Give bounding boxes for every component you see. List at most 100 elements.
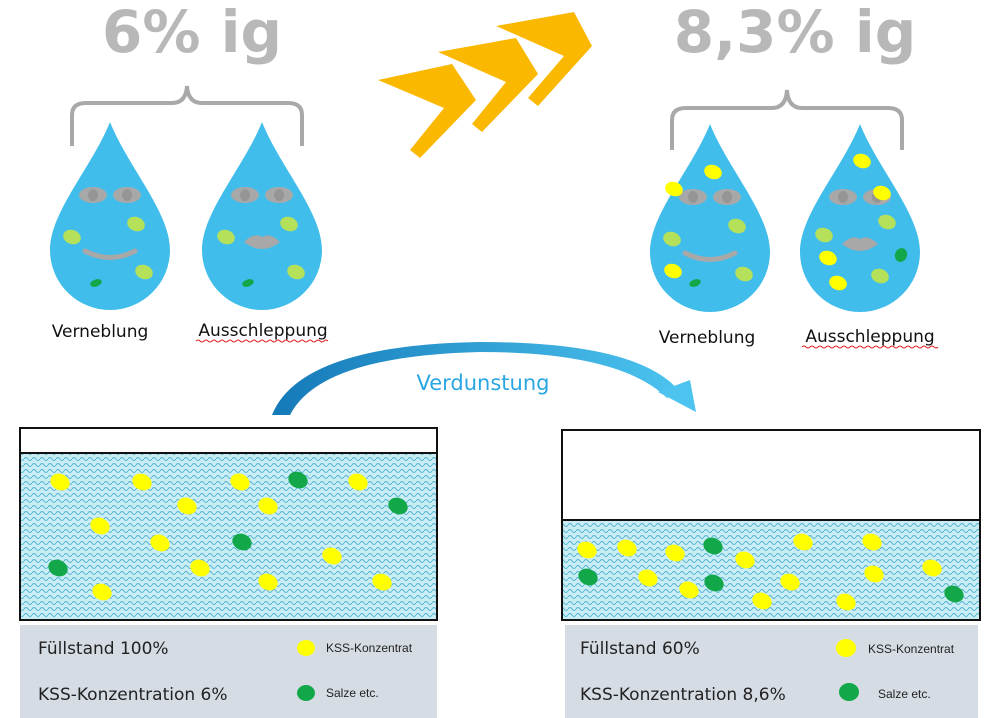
water-drop-icon	[50, 122, 170, 310]
particle	[280, 216, 298, 232]
after-concentration-title: 8,3% ig	[674, 0, 916, 66]
particle	[894, 248, 908, 262]
concentrate-particle	[322, 547, 342, 565]
transition-chevrons-icon	[378, 12, 592, 158]
spellcheck-underline	[801, 345, 939, 349]
water-drop-icon	[202, 122, 322, 310]
concentrate-particle	[92, 583, 112, 601]
particle	[873, 185, 891, 201]
particle	[689, 279, 701, 287]
concentrate-particle	[780, 573, 800, 591]
drop-label-verneblung-before: Verneblung	[52, 322, 149, 342]
particle	[664, 263, 682, 279]
salt-particle	[388, 497, 408, 515]
particle	[735, 266, 753, 282]
water-drop-icon	[650, 124, 770, 312]
particle	[242, 279, 254, 287]
legend-concentrate-swatch	[297, 640, 315, 656]
legend-concentrate-label: KSS-Konzentrat	[326, 641, 413, 655]
pupil-icon	[274, 189, 284, 201]
smile-icon	[682, 250, 738, 262]
particle	[287, 264, 305, 280]
concentrate-particle	[190, 559, 210, 577]
concentrate-particle	[735, 551, 755, 569]
info-box-before: Füllstand 100% KSS-Konzentration 6% KSS-…	[20, 625, 437, 718]
legend-salts-label: Salze etc.	[326, 686, 379, 700]
particle	[63, 229, 81, 245]
water-drop-icon	[800, 124, 920, 312]
salt-particle	[232, 533, 252, 551]
evaporation-label: Verdunstung	[417, 371, 550, 395]
concentrate-particle	[793, 533, 813, 551]
concentrate-particle	[665, 544, 685, 562]
drop-label-ausschleppung-before: Ausschleppung	[198, 321, 327, 341]
concentrate-particle	[577, 541, 597, 559]
particle	[704, 164, 722, 180]
concentrate-particle	[638, 569, 658, 587]
legend-salts-swatch	[297, 685, 315, 701]
salt-particle	[944, 585, 964, 603]
fill-level-before: Füllstand 100%	[38, 639, 169, 659]
concentrate-particle	[258, 497, 278, 515]
particle	[853, 153, 871, 169]
drop-ausschleppung-after	[800, 124, 920, 312]
pupil-icon	[88, 189, 98, 201]
pupil-icon	[240, 189, 250, 201]
concentrate-particle	[372, 573, 392, 591]
concentrate-particle	[752, 592, 772, 610]
concentrate-particle	[679, 581, 699, 599]
salt-particle	[288, 471, 308, 489]
pupil-icon	[722, 191, 732, 203]
particle	[815, 227, 833, 243]
legend-salts-swatch	[839, 683, 859, 701]
particle	[878, 214, 896, 230]
brace-after	[670, 89, 904, 150]
concentrate-particle	[836, 593, 856, 611]
particle	[728, 218, 746, 234]
concentrate-particle	[862, 533, 882, 551]
concentration-before: KSS-Konzentration 6%	[38, 685, 228, 705]
particle	[819, 250, 837, 266]
concentrate-particle	[258, 573, 278, 591]
drop-verneblung-after	[650, 124, 770, 312]
pupil-icon	[688, 191, 698, 203]
tank-before	[19, 427, 438, 621]
salt-particle	[48, 559, 68, 577]
concentration-after: KSS-Konzentration 8,6%	[580, 685, 786, 705]
particle	[665, 181, 683, 197]
lips-icon	[842, 237, 878, 251]
particle	[871, 268, 889, 284]
tank-after	[561, 429, 981, 621]
particle	[217, 229, 235, 245]
pupil-icon	[122, 189, 132, 201]
legend-concentrate-swatch	[836, 639, 856, 657]
concentrate-particle	[150, 534, 170, 552]
particle	[90, 279, 102, 287]
concentrate-particle	[90, 517, 110, 535]
particle	[127, 216, 145, 232]
fill-level-after: Füllstand 60%	[580, 639, 700, 659]
drop-label-ausschleppung-after: Ausschleppung	[805, 327, 934, 347]
pupil-icon	[838, 191, 848, 203]
concentrate-particle	[50, 473, 70, 491]
legend-salts-label: Salze etc.	[878, 687, 931, 701]
salt-particle	[578, 568, 598, 586]
salt-particle	[703, 537, 723, 555]
smile-icon	[82, 248, 138, 260]
concentrate-particle	[132, 473, 152, 491]
spellcheck-underline	[195, 339, 329, 343]
lips-icon	[244, 235, 280, 249]
evaporation-arrow-icon	[272, 342, 696, 415]
particle	[829, 275, 847, 291]
legend-concentrate-label: KSS-Konzentrat	[868, 642, 955, 656]
particle	[135, 264, 153, 280]
concentrate-particle	[922, 559, 942, 577]
particle	[663, 231, 681, 247]
salt-particle	[704, 574, 724, 592]
concentrate-particle	[617, 539, 637, 557]
drop-label-verneblung-after: Verneblung	[659, 328, 756, 348]
concentrate-particle	[230, 473, 250, 491]
before-concentration-title: 6% ig	[102, 0, 282, 66]
info-box-after: Füllstand 60% KSS-Konzentration 8,6% KSS…	[565, 625, 978, 718]
